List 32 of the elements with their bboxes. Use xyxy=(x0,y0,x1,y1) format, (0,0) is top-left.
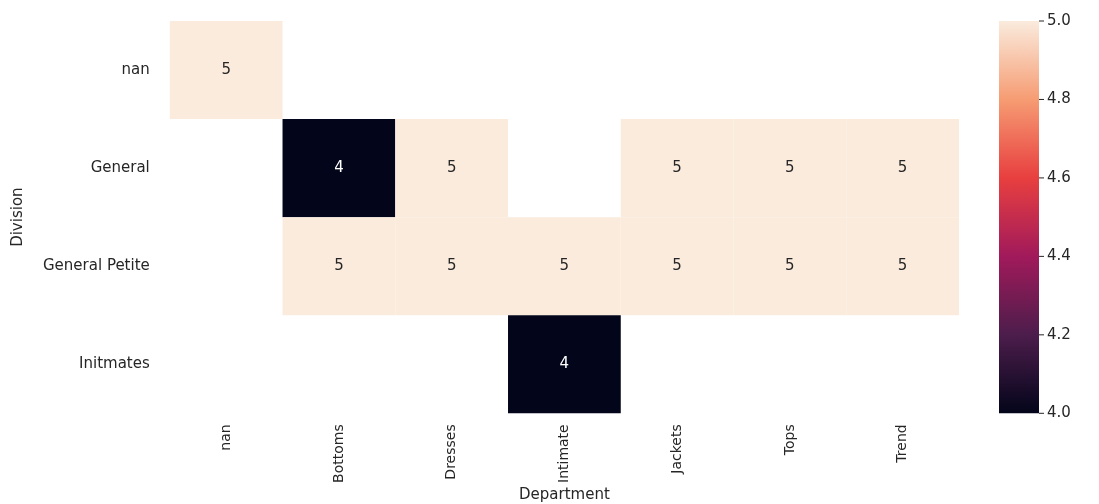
data-label: 5 xyxy=(559,256,570,275)
data-label: 5 xyxy=(672,256,682,275)
data-label: 5 xyxy=(897,158,908,176)
data-label: 5 xyxy=(785,158,795,176)
color-bar-label: 5.0 xyxy=(1047,10,1071,29)
color-bar-label: 4.6 xyxy=(1047,167,1071,186)
data-label: 5 xyxy=(221,59,231,78)
data-label: 4 xyxy=(559,354,570,373)
data-label: 5 xyxy=(446,256,457,275)
data-label: 5 xyxy=(897,256,908,275)
x-axis-title: Department xyxy=(519,484,610,503)
y-tick-label: General Petite xyxy=(43,256,150,275)
x-tick-label: Dresses xyxy=(442,424,459,480)
color-bar-label: 4.4 xyxy=(1047,246,1071,265)
color-bar-label: 4.0 xyxy=(1047,403,1071,422)
y-tick-label: Initmates xyxy=(79,354,150,373)
x-tick-label: Bottoms xyxy=(329,424,346,483)
x-tick-label: Trend xyxy=(893,424,910,464)
x-tick-label: Jackets xyxy=(667,424,684,475)
y-tick-label: General xyxy=(90,158,150,176)
x-tick-label: Intimate xyxy=(555,424,572,483)
data-label: 5 xyxy=(334,256,344,275)
data-label: 5 xyxy=(672,158,682,176)
x-tick-label: Tops xyxy=(780,424,797,457)
y-tick-label: nan xyxy=(121,59,150,78)
data-label: 5 xyxy=(785,256,795,275)
color-bar-label: 4.2 xyxy=(1047,324,1071,343)
data-label: 5 xyxy=(446,158,457,176)
color-bar-label: 4.8 xyxy=(1047,89,1071,108)
y-axis-title: Division xyxy=(7,187,26,247)
x-tick-label: nan xyxy=(216,424,233,451)
data-label: 4 xyxy=(334,158,344,176)
